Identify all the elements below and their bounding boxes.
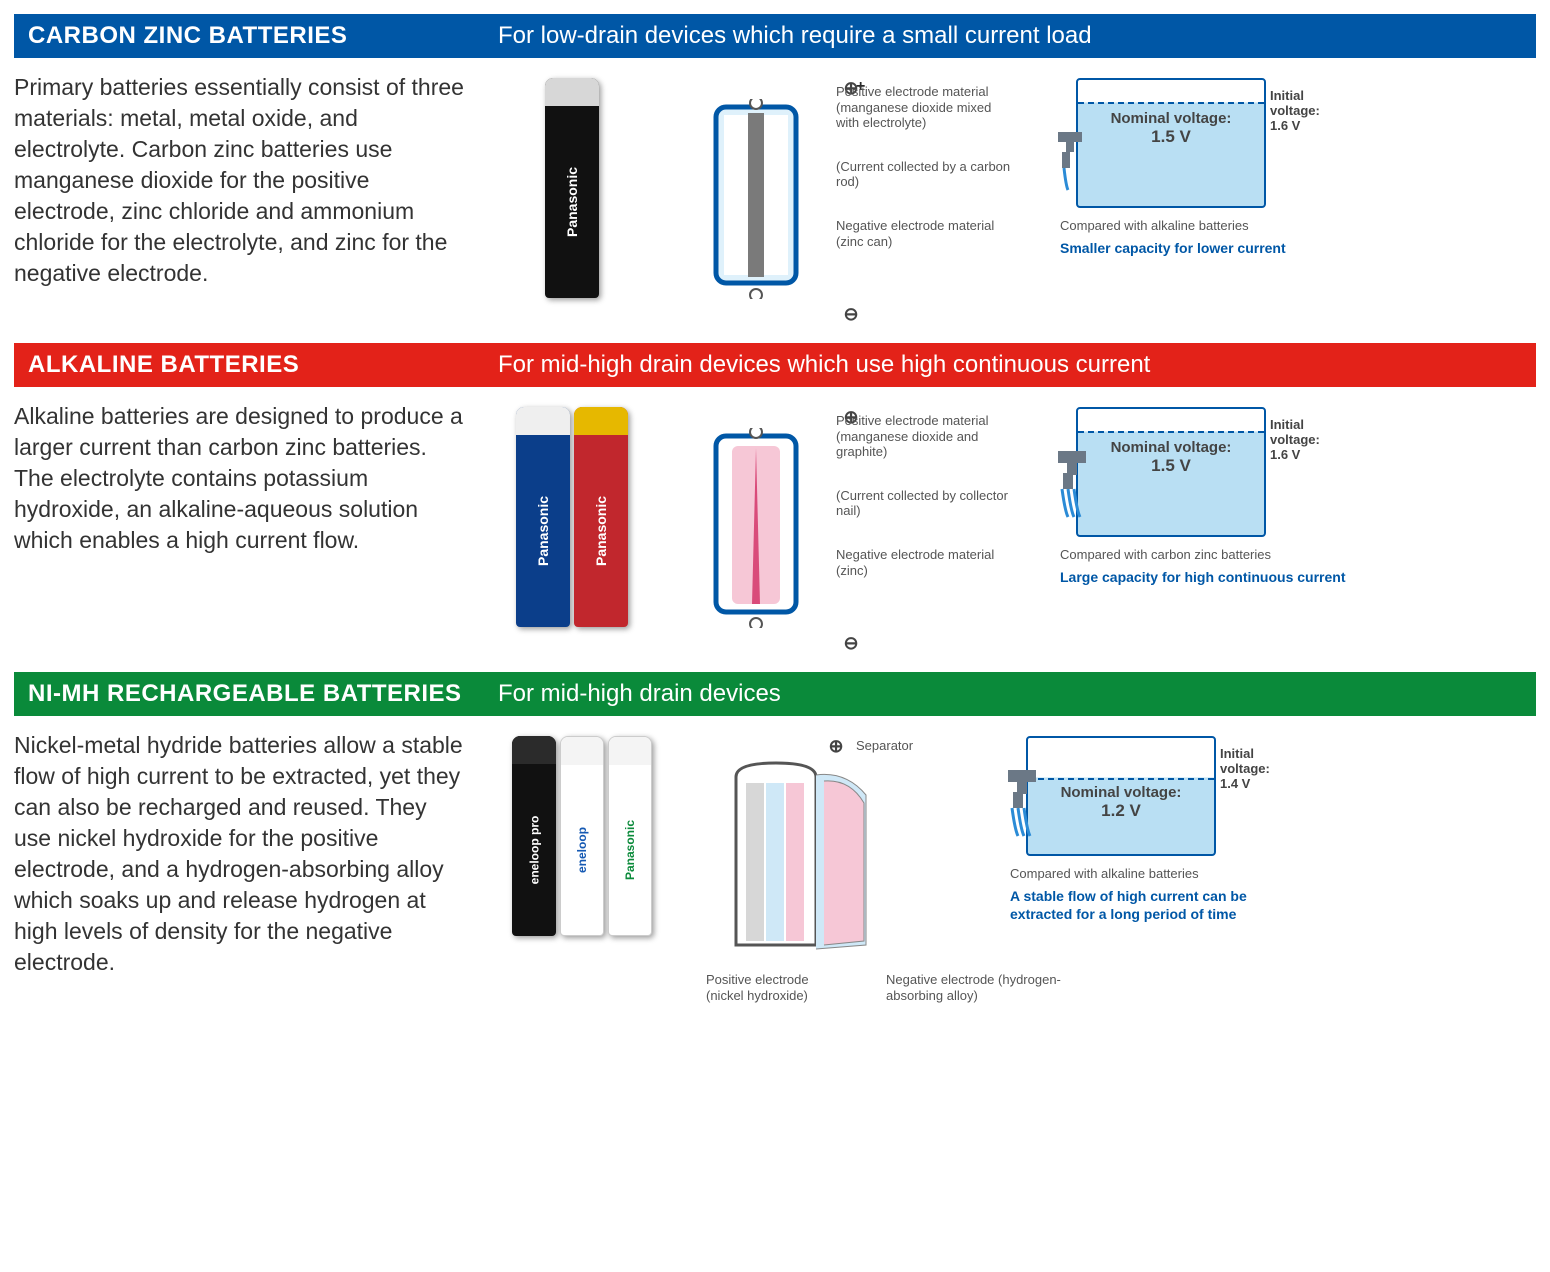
xsec-label: (Current collected by a carbon rod) (836, 159, 1016, 190)
separator-label: Separator (856, 738, 913, 753)
section-description: Alkaline batteries are designed to produ… (14, 397, 464, 654)
section-description: Primary batteries essentially consist of… (14, 68, 464, 325)
electrode-neg-label: Negative electrode (hydrogen-absorbing a… (886, 972, 1066, 1003)
product-images: Panasonic (482, 68, 662, 298)
section-subtitle: For mid-high drain devices (484, 672, 1536, 716)
section-title: ALKALINE BATTERIES (14, 343, 484, 387)
tank-compare: Compared with alkaline batteries (1060, 218, 1346, 233)
cross-section-diagram (686, 428, 826, 628)
tank-highlight: A stable flow of high current can be ext… (1010, 887, 1290, 923)
tank-diagram: Nominal voltage:1.2 V Initial voltage:1.… (996, 736, 1296, 962)
cross-section-diagram (706, 757, 886, 957)
section-title: CARBON ZINC BATTERIES (14, 14, 484, 58)
section-subtitle: For low-drain devices which require a sm… (484, 14, 1536, 58)
section-carbon-zinc: CARBON ZINC BATTERIES For low-drain devi… (14, 14, 1536, 325)
section-title: NI-MH RECHARGEABLE BATTERIES (14, 672, 484, 716)
tank-compare: Compared with alkaline batteries (1010, 866, 1296, 881)
cross-section-diagram (686, 99, 826, 299)
tank-highlight: Smaller capacity for lower current (1060, 239, 1346, 257)
battery-product: Panasonic (608, 736, 652, 936)
battery-product: Panasonic (516, 407, 570, 627)
battery-product: Panasonic (545, 78, 599, 298)
minus-terminal: ⊖ (686, 633, 1016, 654)
tank-diagram: Nominal voltage:1.5 V Initial voltage:1.… (1046, 407, 1346, 586)
minus-terminal: ⊖ (686, 304, 1016, 325)
section-nimh: NI-MH RECHARGEABLE BATTERIES For mid-hig… (14, 672, 1536, 1003)
battery-product: Panasonic (574, 407, 628, 627)
xsec-label: Negative electrode material (zinc can) (836, 218, 1016, 249)
section-description: Nickel-metal hydride batteries allow a s… (14, 726, 464, 1003)
section-subtitle: For mid-high drain devices which use hig… (484, 343, 1536, 387)
tank-highlight: Large capacity for high continuous curre… (1060, 568, 1346, 586)
xsec-label: Positive electrode material (manganese d… (836, 413, 1016, 460)
battery-product: eneloop pro (512, 736, 556, 936)
plus-terminal: ⊕ (706, 736, 966, 757)
xsec-label: Positive electrode material (manganese d… (836, 84, 1016, 131)
electrode-pos-label: Positive electrode (nickel hydroxide) (706, 972, 846, 1003)
section-header: CARBON ZINC BATTERIES For low-drain devi… (14, 14, 1536, 58)
xsec-label: (Current collected by collector nail) (836, 488, 1016, 519)
tank-diagram: Nominal voltage:1.5 V Initial voltage:1.… (1046, 78, 1346, 257)
section-alkaline: ALKALINE BATTERIES For mid-high drain de… (14, 343, 1536, 654)
product-images: Panasonic Panasonic (482, 397, 662, 627)
xsec-label: Negative electrode material (zinc) (836, 547, 1016, 578)
tank-compare: Compared with carbon zinc batteries (1060, 547, 1346, 562)
product-images: eneloop pro eneloop Panasonic (482, 726, 682, 936)
battery-product: eneloop (560, 736, 604, 936)
